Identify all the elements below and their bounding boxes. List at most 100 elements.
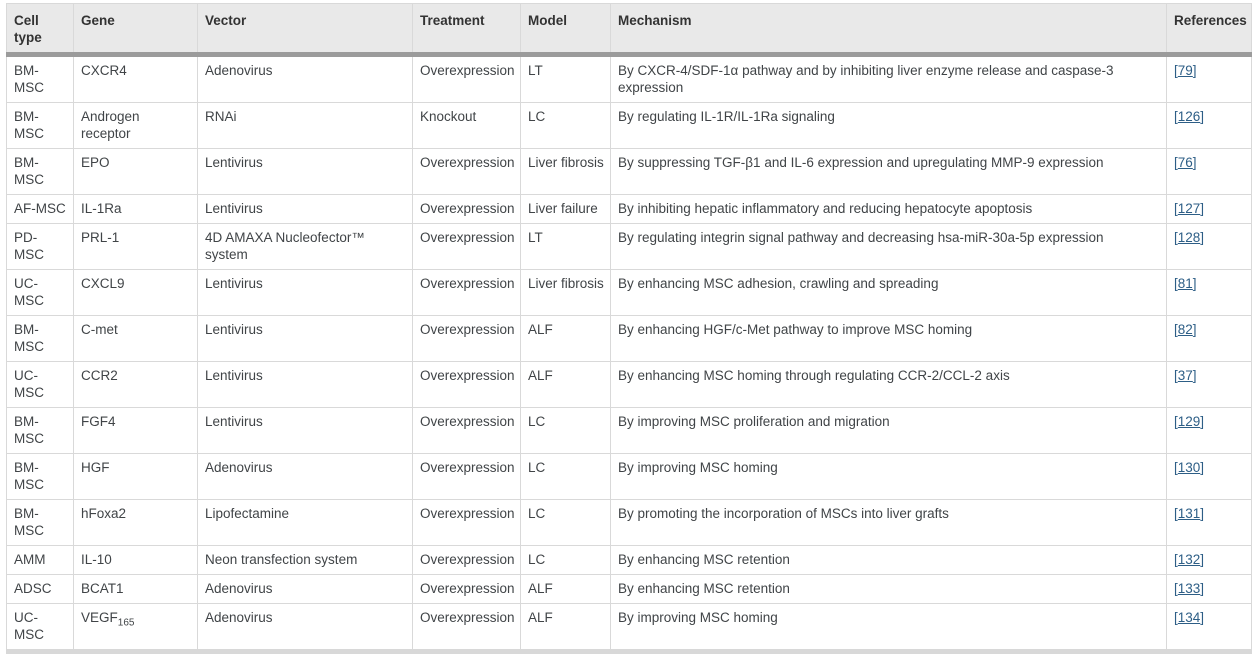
cell-text: BM-MSC — [14, 63, 44, 95]
cell-text: Knockout — [420, 109, 477, 124]
cell-cell-type: BM-MSC — [6, 102, 74, 149]
cell-text: BM-MSC — [14, 155, 44, 187]
cell-treatment: Overexpression — [412, 574, 521, 604]
cell-text: By enhancing MSC homing through regulati… — [618, 368, 1010, 383]
cell-text: LC — [528, 552, 546, 567]
cell-text: LT — [528, 230, 543, 245]
cell-treatment: Overexpression — [412, 407, 521, 454]
cell-text: Lentivirus — [205, 414, 263, 429]
reference-bracket: ] — [1192, 368, 1197, 383]
table-row: BM-MSC HGF Adenovirus Overexpression LC By im… — [6, 453, 1252, 500]
cell-text: LC — [528, 506, 546, 521]
cell-text: BCAT1 — [81, 581, 124, 596]
cell-text: By enhancing MSC retention — [618, 552, 790, 567]
cell-text: UC-MSC — [14, 368, 44, 400]
cell-vector: Adenovirus — [197, 453, 413, 500]
cell-vector: Adenovirus — [197, 603, 413, 652]
table-row: UC-MSC CCR2 Lentivirus Overexpression ALF By … — [6, 361, 1252, 408]
cell-text: By inhibiting hepatic inflammatory and r… — [618, 201, 1033, 216]
reference-bracket: [ — [1174, 155, 1178, 170]
cell-gene: HGF — [73, 453, 198, 500]
cell-vector: Lipofectamine — [197, 499, 413, 546]
cell-cell-type: BM-MSC — [6, 407, 74, 454]
reference-link[interactable]: 129 — [1177, 414, 1201, 429]
cell-reference: [133] — [1166, 574, 1252, 604]
cell-vector: Lentivirus — [197, 269, 413, 316]
reference-link[interactable]: 81 — [1177, 276, 1193, 291]
table-row: BM-MSC CXCR4 Adenovirus Overexpression LT By … — [6, 54, 1252, 103]
cell-text: By enhancing HGF/c-Met pathway to improv… — [618, 322, 973, 337]
cell-text: Overexpression — [420, 552, 515, 567]
cell-gene: CXCR4 — [73, 54, 198, 103]
table-body: BM-MSC CXCR4 Adenovirus Overexpression LT By … — [6, 54, 1252, 652]
cell-mechanism: By inhibiting hepatic inflammatory and r… — [610, 194, 1167, 224]
cell-treatment: Overexpression — [412, 499, 521, 546]
reference-bracket: [ — [1174, 230, 1178, 245]
cell-text: Lentivirus — [205, 201, 263, 216]
cell-cell-type: UC-MSC — [6, 603, 74, 652]
cell-vector: Lentivirus — [197, 148, 413, 195]
reference-bracket: [ — [1174, 276, 1178, 291]
cell-text: PRL-1 — [81, 230, 120, 245]
cell-cell-type: BM-MSC — [6, 148, 74, 195]
cell-text: By regulating IL-1R/IL-1Ra signaling — [618, 109, 835, 124]
cell-mechanism: By enhancing MSC retention — [610, 574, 1167, 604]
cell-text: Overexpression — [420, 276, 515, 291]
reference-link[interactable]: 128 — [1177, 230, 1201, 245]
cell-cell-type: ADSC — [6, 574, 74, 604]
cell-text: Adenovirus — [205, 63, 273, 78]
cell-text: BM-MSC — [14, 109, 44, 141]
table-row: PD-MSC PRL-1 4D AMAXA Nucleofector™ system… — [6, 223, 1252, 270]
table-row: BM-MSC C-met Lentivirus Overexpression ALF By… — [6, 315, 1252, 362]
cell-text: LC — [528, 460, 546, 475]
reference-bracket: ] — [1200, 506, 1205, 521]
cell-vector: Lentivirus — [197, 361, 413, 408]
reference-link[interactable]: 133 — [1177, 581, 1201, 596]
column-header-references: References — [1166, 3, 1252, 57]
cell-gene: Androgen receptor — [73, 102, 198, 149]
cell-mechanism: By enhancing HGF/c-Met pathway to improv… — [610, 315, 1167, 362]
cell-text: Overexpression — [420, 460, 515, 475]
reference-bracket: ] — [1192, 63, 1197, 78]
cell-gene: CXCL9 — [73, 269, 198, 316]
reference-link[interactable]: 79 — [1177, 63, 1193, 78]
reference-link[interactable]: 126 — [1177, 109, 1201, 124]
cell-reference: [130] — [1166, 453, 1252, 500]
cell-reference: [79] — [1166, 54, 1252, 103]
reference-bracket: ] — [1200, 109, 1205, 124]
reference-link[interactable]: 132 — [1177, 552, 1201, 567]
cell-mechanism: By improving MSC homing — [610, 603, 1167, 652]
reference-link[interactable]: 37 — [1177, 368, 1193, 383]
cell-cell-type: BM-MSC — [6, 453, 74, 500]
cell-reference: [127] — [1166, 194, 1252, 224]
reference-link[interactable]: 131 — [1177, 506, 1201, 521]
cell-treatment: Overexpression — [412, 453, 521, 500]
cell-text: Overexpression — [420, 230, 515, 245]
cell-text: Lentivirus — [205, 368, 263, 383]
cell-text: Liver fibrosis — [528, 276, 604, 291]
cell-model: Liver fibrosis — [520, 269, 611, 316]
cell-text: By improving MSC homing — [618, 460, 778, 475]
reference-link[interactable]: 82 — [1177, 322, 1193, 337]
cell-model: LT — [520, 223, 611, 270]
cell-text: PD-MSC — [14, 230, 44, 262]
cell-vector: Lentivirus — [197, 407, 413, 454]
reference-bracket: ] — [1192, 155, 1197, 170]
cell-vector: 4D AMAXA Nucleofector™ system — [197, 223, 413, 270]
table-row: BM-MSC FGF4 Lentivirus Overexpression LC By i… — [6, 407, 1252, 454]
cell-text: AMM — [14, 552, 46, 567]
reference-link[interactable]: 127 — [1177, 201, 1201, 216]
cell-text: Lentivirus — [205, 322, 263, 337]
cell-text: BM-MSC — [14, 414, 44, 446]
cell-text: Overexpression — [420, 610, 515, 625]
reference-link[interactable]: 76 — [1177, 155, 1193, 170]
cell-gene: FGF4 — [73, 407, 198, 454]
reference-link[interactable]: 130 — [1177, 460, 1201, 475]
cell-mechanism: By enhancing MSC adhesion, crawling and … — [610, 269, 1167, 316]
reference-bracket: ] — [1200, 414, 1205, 429]
reference-link[interactable]: 134 — [1177, 610, 1201, 625]
cell-mechanism: By improving MSC proliferation and migra… — [610, 407, 1167, 454]
cell-gene: CCR2 — [73, 361, 198, 408]
cell-cell-type: AF-MSC — [6, 194, 74, 224]
cell-cell-type: UC-MSC — [6, 361, 74, 408]
